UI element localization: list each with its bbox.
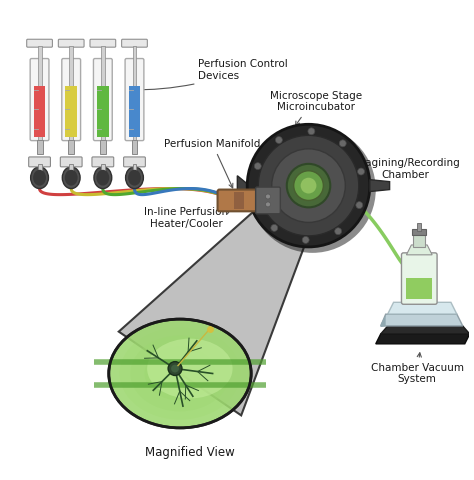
Ellipse shape <box>65 170 78 186</box>
Text: Chamber Vacuum
System: Chamber Vacuum System <box>371 353 464 384</box>
Circle shape <box>254 163 261 169</box>
Ellipse shape <box>128 170 141 186</box>
FancyBboxPatch shape <box>60 157 82 167</box>
Bar <box>133 46 137 154</box>
Circle shape <box>171 365 179 372</box>
Bar <box>101 46 105 154</box>
Ellipse shape <box>94 167 112 189</box>
Text: Perfusion Control
Devices: Perfusion Control Devices <box>131 59 288 92</box>
Bar <box>101 164 105 172</box>
Ellipse shape <box>249 126 376 253</box>
Circle shape <box>265 194 271 199</box>
Bar <box>133 164 137 172</box>
Circle shape <box>275 136 283 144</box>
Polygon shape <box>119 176 323 415</box>
Bar <box>34 86 46 137</box>
Text: Perfusion Manifold: Perfusion Manifold <box>164 139 261 188</box>
Text: In-line Perfusion
Heater/Cooler: In-line Perfusion Heater/Cooler <box>144 207 231 229</box>
Ellipse shape <box>147 338 233 398</box>
Bar <box>234 192 244 209</box>
Bar <box>37 164 42 172</box>
FancyBboxPatch shape <box>122 39 147 47</box>
Bar <box>69 46 73 154</box>
FancyBboxPatch shape <box>30 59 49 141</box>
Circle shape <box>301 178 317 193</box>
Ellipse shape <box>31 167 48 189</box>
Ellipse shape <box>33 170 46 186</box>
Ellipse shape <box>130 336 230 411</box>
Bar <box>69 164 73 172</box>
Circle shape <box>168 361 182 375</box>
Polygon shape <box>381 326 470 334</box>
Circle shape <box>253 196 259 203</box>
Ellipse shape <box>109 319 251 428</box>
Polygon shape <box>388 302 457 314</box>
Ellipse shape <box>96 170 109 186</box>
Polygon shape <box>376 334 470 344</box>
Circle shape <box>287 164 330 207</box>
Circle shape <box>335 228 342 235</box>
Circle shape <box>258 135 359 236</box>
Circle shape <box>339 140 346 147</box>
Polygon shape <box>381 315 386 327</box>
Circle shape <box>357 168 365 175</box>
Bar <box>100 140 106 154</box>
FancyBboxPatch shape <box>58 39 84 47</box>
Polygon shape <box>406 245 432 255</box>
Circle shape <box>271 225 278 231</box>
Ellipse shape <box>119 327 240 420</box>
Bar <box>97 86 109 137</box>
FancyBboxPatch shape <box>90 39 116 47</box>
Circle shape <box>308 128 315 135</box>
Text: Imagining/Recording
Chamber: Imagining/Recording Chamber <box>330 158 459 184</box>
Ellipse shape <box>126 167 144 189</box>
Polygon shape <box>381 314 463 326</box>
FancyBboxPatch shape <box>125 59 144 141</box>
Bar <box>68 140 74 154</box>
FancyBboxPatch shape <box>92 157 114 167</box>
FancyBboxPatch shape <box>93 59 112 141</box>
Circle shape <box>356 202 363 209</box>
FancyBboxPatch shape <box>218 190 261 211</box>
Bar <box>131 140 137 154</box>
Bar <box>417 223 421 231</box>
Bar <box>412 229 426 235</box>
Circle shape <box>294 171 323 201</box>
FancyBboxPatch shape <box>255 187 280 214</box>
FancyBboxPatch shape <box>62 59 81 141</box>
Ellipse shape <box>109 319 251 428</box>
Polygon shape <box>237 176 259 207</box>
FancyBboxPatch shape <box>401 253 437 304</box>
FancyBboxPatch shape <box>27 39 53 47</box>
Ellipse shape <box>62 167 80 189</box>
Circle shape <box>302 237 309 243</box>
Bar <box>37 46 42 154</box>
Bar <box>413 233 425 247</box>
Circle shape <box>272 149 346 222</box>
Circle shape <box>247 124 370 247</box>
Polygon shape <box>370 180 390 192</box>
Ellipse shape <box>145 346 216 401</box>
Text: Microscope Stage
Microincubator: Microscope Stage Microincubator <box>270 91 363 126</box>
Bar <box>128 86 140 137</box>
Circle shape <box>265 202 271 207</box>
FancyBboxPatch shape <box>29 157 50 167</box>
Bar <box>36 140 43 154</box>
Bar <box>406 277 432 300</box>
Text: Magnified View: Magnified View <box>145 446 235 459</box>
FancyBboxPatch shape <box>124 157 146 167</box>
Bar <box>65 86 77 137</box>
